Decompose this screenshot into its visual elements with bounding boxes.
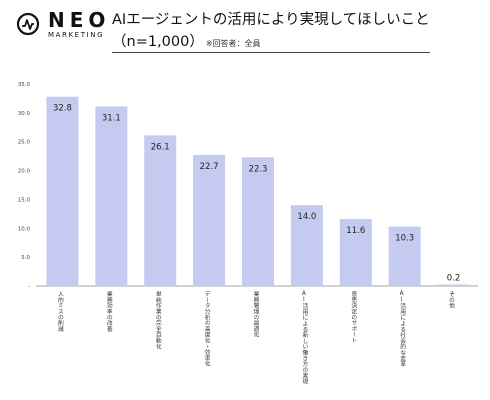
category-label: 業務効率の改善 <box>105 290 112 333</box>
title-underline <box>112 52 430 53</box>
respondent-note: ※回答者：全員 <box>205 39 261 48</box>
category-label: その他 <box>448 291 455 310</box>
brand-logo-subtext: MARKETING <box>48 31 105 39</box>
bar <box>242 157 274 286</box>
bar-value-label: 14.0 <box>297 212 316 222</box>
y-tick-label: - <box>28 284 30 290</box>
bar-value-label: 31.1 <box>102 114 121 124</box>
bar <box>95 106 128 286</box>
bar <box>388 226 421 286</box>
brand-logo-text: NEO <box>48 8 111 32</box>
category-label: AI活用による新しい働き方の実現 <box>301 291 308 386</box>
category-label: 人的ミスの削減 <box>56 291 63 333</box>
y-tick-label: 20.0 <box>18 169 31 175</box>
bar-value-label: 22.3 <box>249 164 268 174</box>
category-label: 業務管理の最適化 <box>252 290 259 339</box>
bar-value-label: 26.1 <box>151 142 170 152</box>
bar-value-label: 32.8 <box>53 104 72 114</box>
y-tick-label: 10.0 <box>18 226 31 232</box>
bar <box>46 96 79 286</box>
bar <box>339 219 372 286</box>
category-label: AI活用による社会的な変革 <box>399 291 406 368</box>
bar-value-label: 0.2 <box>447 274 461 284</box>
page-title: AIエージェントの活用により実現してほしいこと <box>112 12 430 28</box>
y-tick-label: 35.0 <box>18 82 31 88</box>
y-tick-label: 5.0 <box>21 255 30 261</box>
bar <box>290 205 323 286</box>
bar <box>193 154 226 286</box>
category-label: 単純作業の完全自動化 <box>154 290 161 350</box>
bar-value-label: 11.6 <box>346 226 365 236</box>
subtitle-line: （n=1,000） ※回答者：全員 <box>112 30 261 51</box>
bar <box>144 135 177 286</box>
y-tick-label: 25.0 <box>18 140 31 146</box>
bar-value-label: 10.3 <box>395 234 414 244</box>
y-tick-label: 15.0 <box>18 197 31 203</box>
pulse-circle-icon <box>16 12 40 36</box>
category-label: 意思決定のサポート <box>350 290 357 343</box>
bar <box>437 284 470 286</box>
sample-size: （n=1,000） <box>112 34 204 50</box>
category-label: データ分析の高度化・効率化 <box>203 290 210 368</box>
y-tick-label: 30.0 <box>18 111 31 117</box>
bar-value-label: 22.7 <box>200 162 219 172</box>
